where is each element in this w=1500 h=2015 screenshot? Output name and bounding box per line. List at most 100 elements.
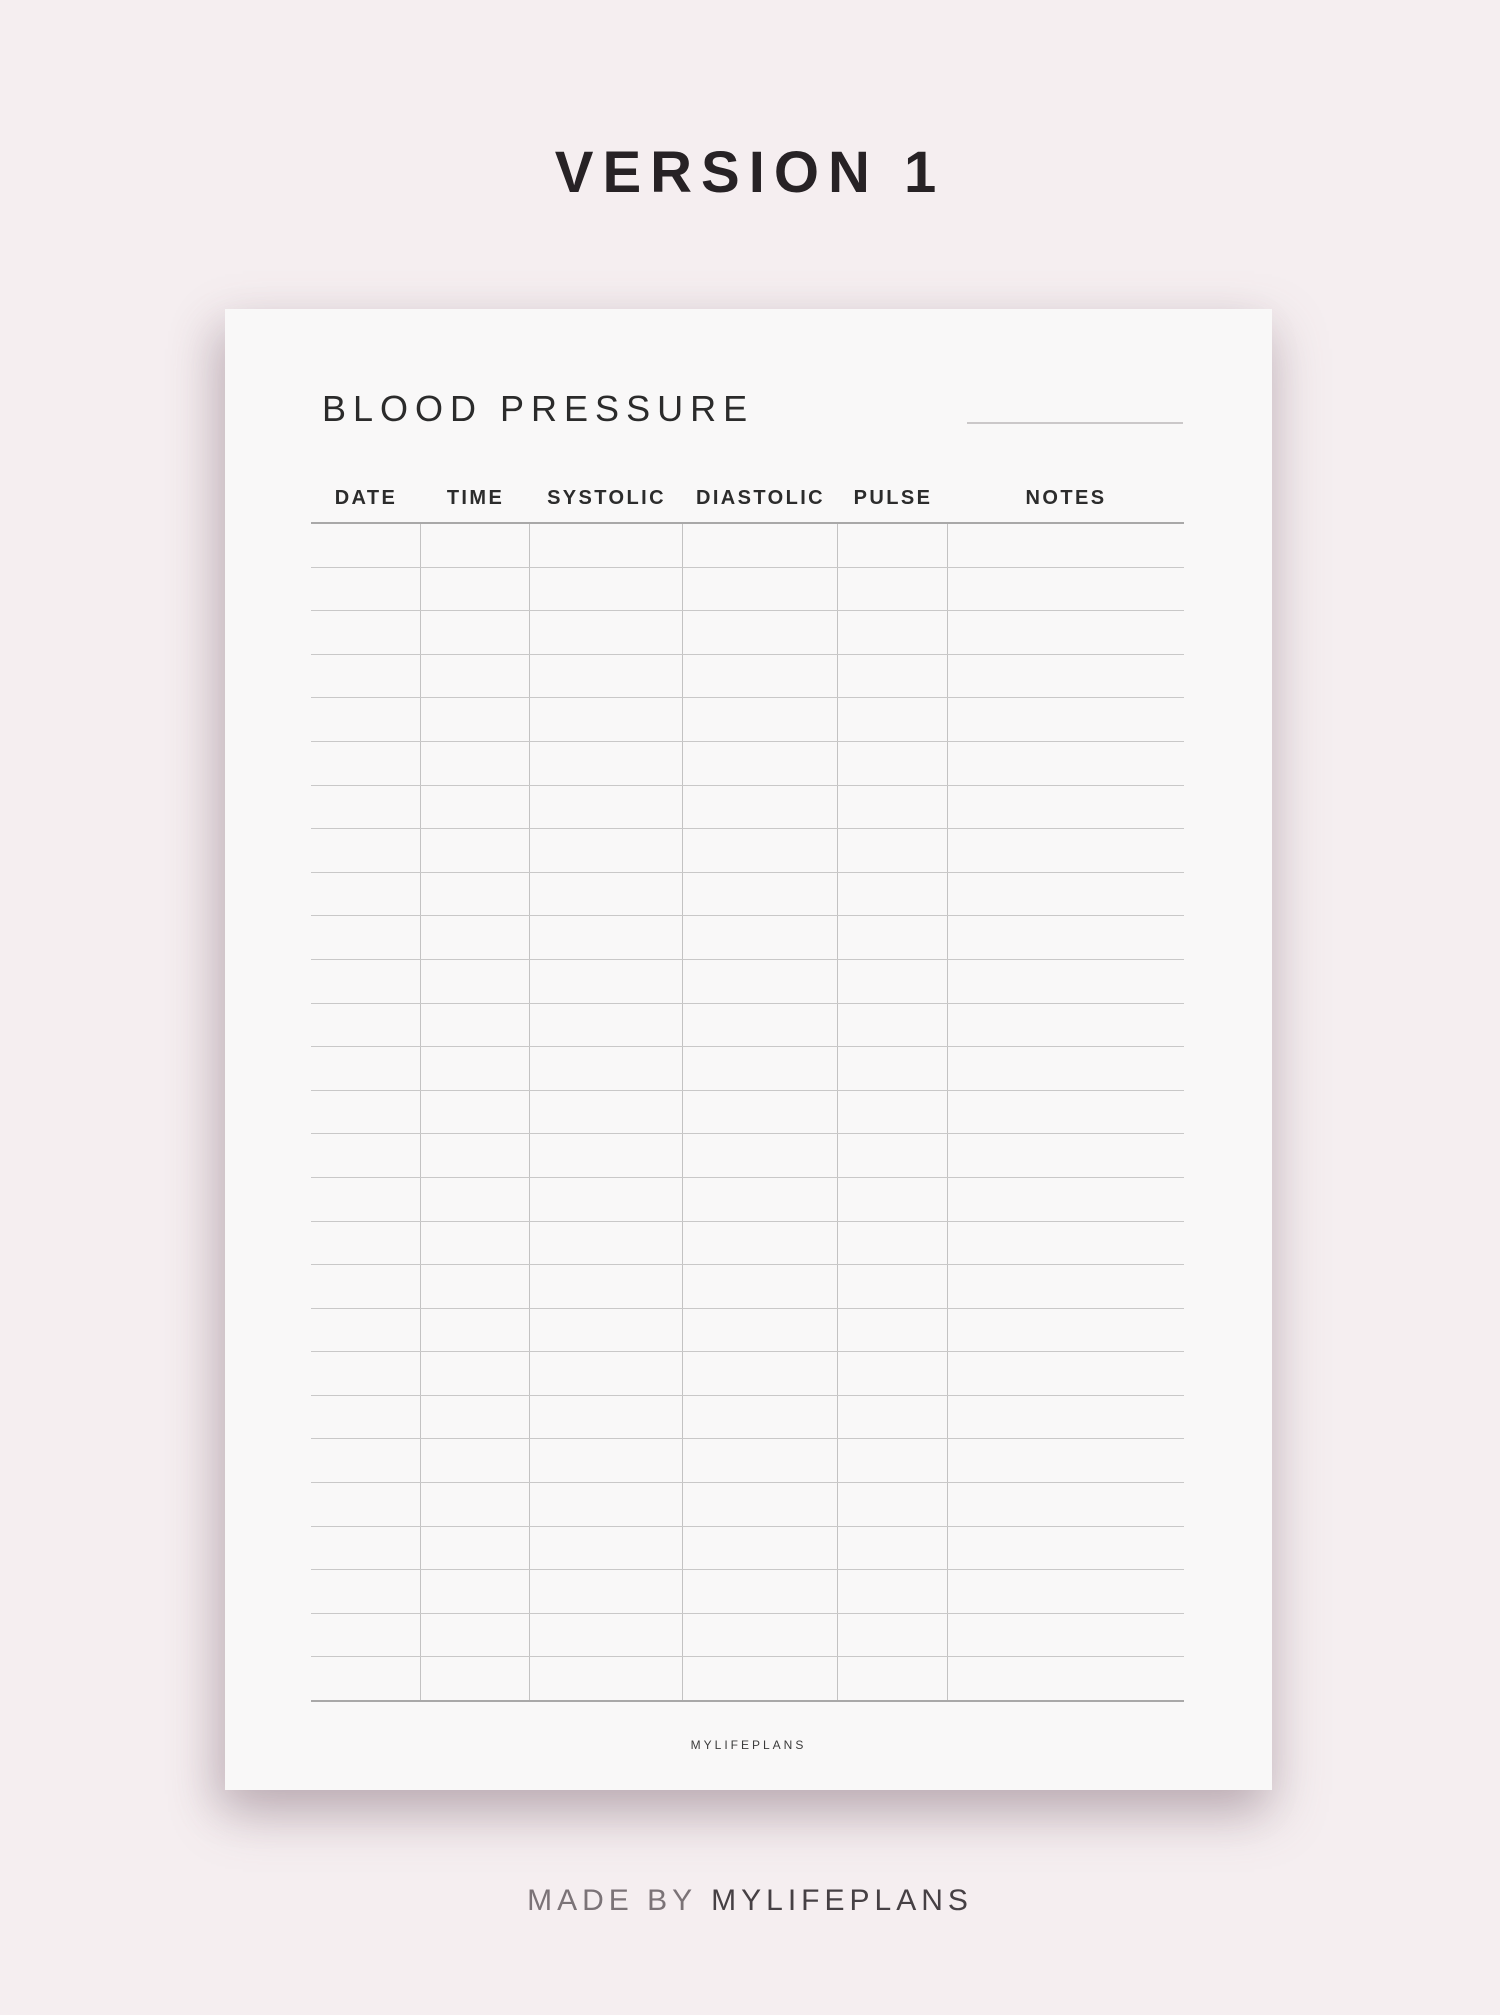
cell-time (421, 1352, 530, 1395)
cell-diastolic (683, 1439, 838, 1483)
cell-diastolic (683, 1352, 838, 1395)
cell-diastolic (683, 829, 838, 872)
cell-date (311, 1221, 421, 1265)
table-row (311, 1308, 1184, 1353)
cell-pulse (838, 611, 948, 654)
cell-diastolic (683, 785, 838, 829)
cell-pulse (838, 785, 948, 829)
cell-diastolic (683, 1134, 838, 1177)
table-row (311, 698, 1184, 742)
cell-notes (948, 1178, 1184, 1221)
cell-date (311, 1352, 421, 1395)
cell-date (311, 1090, 421, 1134)
cell-pulse (838, 1308, 948, 1352)
cell-notes (948, 611, 1184, 654)
table-row (311, 916, 1184, 960)
cell-pulse (838, 1657, 948, 1701)
cell-time (421, 1483, 530, 1526)
table-row (311, 1395, 1184, 1440)
cell-time (421, 1134, 530, 1177)
table-row (311, 959, 1184, 1004)
cell-time (421, 1265, 530, 1308)
table-row (311, 741, 1184, 786)
table-row (311, 1221, 1184, 1266)
credit-brand: MYLIFEPLANS (711, 1884, 973, 1917)
cell-diastolic (683, 1308, 838, 1352)
version-title: VERSION 1 (554, 140, 946, 205)
cell-pulse (838, 872, 948, 916)
cell-diastolic (683, 959, 838, 1003)
cell-diastolic (683, 1395, 838, 1439)
cell-date (311, 1308, 421, 1352)
cell-systolic (530, 1177, 683, 1221)
cell-systolic (530, 785, 683, 829)
cell-diastolic (683, 1003, 838, 1047)
cell-time (421, 916, 530, 959)
cell-notes (948, 698, 1184, 741)
cell-time (421, 1308, 530, 1352)
table-row (311, 1047, 1184, 1091)
cell-systolic (530, 1352, 683, 1395)
cell-time (421, 1395, 530, 1439)
cell-notes (948, 1091, 1184, 1134)
cell-notes (948, 1004, 1184, 1047)
cell-time (421, 611, 530, 654)
cell-date (311, 654, 421, 698)
table-row (311, 1657, 1184, 1701)
paper-brand: MYLIFEPLANS (690, 1738, 807, 1752)
cell-pulse (838, 654, 948, 698)
cell-time (421, 1439, 530, 1483)
cell-systolic (530, 1439, 683, 1483)
cell-notes (948, 829, 1184, 872)
paper-sheet: BLOOD PRESSURE DATE TIME SYSTOLIC DIASTOLIC… (225, 309, 1272, 1790)
sheet-title: BLOOD PRESSURE (322, 388, 755, 429)
cell-time (421, 1090, 530, 1134)
cell-date (311, 1047, 421, 1090)
cell-notes (948, 786, 1184, 829)
cell-pulse (838, 1613, 948, 1657)
table-row (311, 567, 1184, 612)
cell-diastolic (683, 1483, 838, 1526)
table-row (311, 1134, 1184, 1178)
cell-systolic (530, 872, 683, 916)
table-row (311, 1265, 1184, 1309)
cell-notes (948, 1527, 1184, 1570)
cell-diastolic (683, 741, 838, 785)
cell-pulse (838, 916, 948, 959)
cell-time (421, 959, 530, 1003)
cell-diastolic (683, 1047, 838, 1090)
cell-date (311, 741, 421, 785)
cell-pulse (838, 741, 948, 785)
cell-time (421, 524, 530, 567)
table-row (311, 1003, 1184, 1048)
table-row (311, 654, 1184, 699)
cell-pulse (838, 1047, 948, 1090)
cell-date (311, 1657, 421, 1701)
cell-pulse (838, 524, 948, 567)
cell-notes (948, 960, 1184, 1003)
cell-systolic (530, 654, 683, 698)
cell-pulse (838, 1570, 948, 1613)
cell-date (311, 829, 421, 872)
cell-date (311, 1395, 421, 1439)
table-row (311, 1352, 1184, 1396)
cell-date (311, 567, 421, 611)
cell-systolic (530, 1526, 683, 1570)
cell-notes (948, 1483, 1184, 1526)
cell-pulse (838, 829, 948, 872)
cell-time (421, 1047, 530, 1090)
cell-systolic (530, 1090, 683, 1134)
credit-prefix: MADE BY (527, 1884, 698, 1917)
cell-pulse (838, 1177, 948, 1221)
cell-pulse (838, 1221, 948, 1265)
cell-time (421, 1177, 530, 1221)
table-row (311, 1483, 1184, 1527)
cell-diastolic (683, 524, 838, 567)
cell-systolic (530, 524, 683, 567)
cell-notes (948, 742, 1184, 785)
cell-time (421, 1657, 530, 1701)
cell-time (421, 829, 530, 872)
cell-pulse (838, 1439, 948, 1483)
cell-systolic (530, 1134, 683, 1177)
